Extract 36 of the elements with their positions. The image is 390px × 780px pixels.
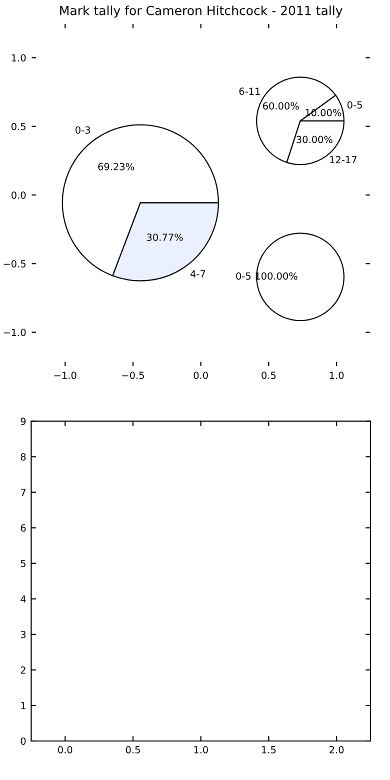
y-tick-label: 0.5	[12, 122, 26, 130]
slice-label: 4-7	[190, 270, 206, 278]
x-tick-label: 2.0	[330, 746, 344, 754]
x-tick-label: −0.5	[122, 372, 144, 379]
y-tick-label: 9	[20, 418, 26, 426]
y-tick-label: 0	[20, 737, 26, 745]
data-label: 60.00%	[263, 102, 299, 110]
y-tick-label: 1.0	[12, 54, 26, 62]
x-tick-label: 0.5	[126, 746, 140, 754]
y-tick-label: 2	[20, 666, 26, 674]
y-tick-label: 8	[20, 453, 26, 461]
y-tick-label: 3	[20, 630, 26, 638]
slice-label: 0-3	[76, 126, 90, 134]
x-tick-label: −1.0	[54, 372, 76, 379]
y-tick-label: 1	[21, 702, 26, 710]
chart-title: Mark tally for Cameron Hitchcock - 2011 tally	[60, 6, 342, 18]
data-label: 30.00%	[296, 136, 332, 144]
y-tick-label: 4	[20, 595, 26, 603]
y-tick-label: −0.5	[4, 260, 26, 268]
slice-label: 12-17	[330, 156, 356, 164]
x-tick-label: 0.0	[58, 746, 72, 754]
x-tick-label: 1.0	[194, 746, 208, 754]
x-tick-label: 0.5	[262, 372, 276, 379]
x-tick-label: 1.5	[262, 746, 276, 754]
data-label: 30.77%	[146, 234, 183, 241]
slice-label: 6-11	[239, 88, 260, 95]
x-tick-label: 0.0	[194, 372, 208, 379]
y-tick-label: 5	[20, 560, 26, 568]
y-tick-label: 6	[20, 524, 26, 532]
y-tick-label: −1.0	[4, 328, 26, 336]
y-tick-label: 0.0	[12, 191, 26, 199]
x-tick-label: 1.0	[330, 372, 344, 379]
slice-label: 0-5	[236, 272, 251, 280]
data-label: 69.23%	[98, 162, 134, 170]
slice-label: 0-5	[347, 101, 362, 109]
y-tick-label: 7	[20, 488, 26, 496]
